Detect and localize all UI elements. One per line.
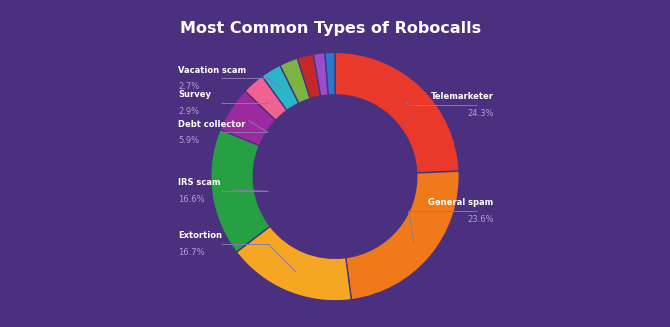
Text: 24.3%: 24.3% [467, 109, 494, 118]
Wedge shape [346, 171, 459, 300]
Text: Extortion: Extortion [178, 231, 222, 240]
Wedge shape [335, 52, 459, 173]
Wedge shape [297, 54, 321, 99]
Wedge shape [262, 65, 299, 111]
Wedge shape [245, 76, 287, 120]
Text: Most Common Types of Robocalls: Most Common Types of Robocalls [180, 21, 481, 36]
Text: General spam: General spam [428, 198, 494, 207]
Text: Survey: Survey [178, 90, 211, 99]
Text: 2.7%: 2.7% [178, 82, 199, 92]
Text: 16.7%: 16.7% [178, 248, 204, 257]
Wedge shape [325, 52, 335, 95]
Text: Debt collector: Debt collector [178, 119, 245, 129]
Wedge shape [314, 53, 328, 96]
Text: 16.6%: 16.6% [178, 195, 204, 204]
Wedge shape [237, 226, 351, 301]
Wedge shape [211, 129, 270, 252]
Text: IRS scam: IRS scam [178, 178, 220, 187]
Wedge shape [280, 58, 310, 103]
Text: 2.9%: 2.9% [178, 107, 199, 116]
Wedge shape [220, 91, 276, 146]
Text: 23.6%: 23.6% [467, 215, 494, 224]
Text: Telemarketer: Telemarketer [431, 92, 494, 101]
Text: Vacation scam: Vacation scam [178, 65, 246, 75]
Text: 5.9%: 5.9% [178, 136, 199, 146]
